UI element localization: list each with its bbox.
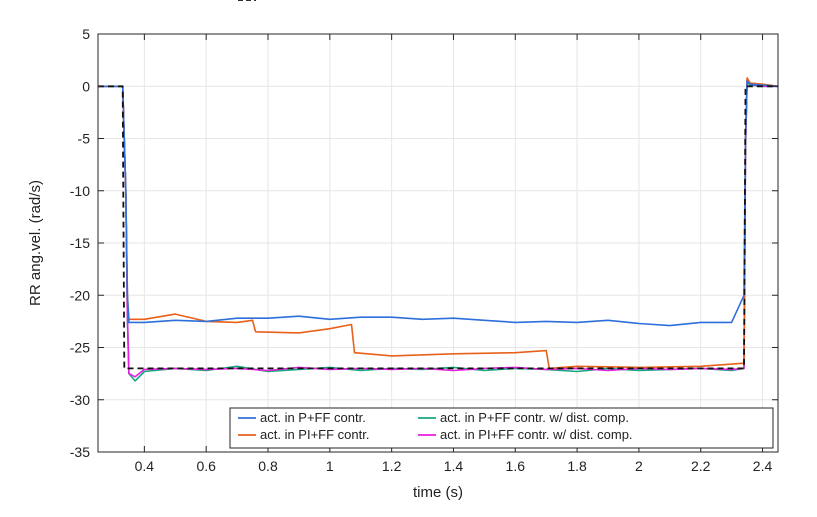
legend: act. in P+FF contr. act. in PI+FF contr. a… (229, 0, 774, 449)
x-tick-label: 1.4 (444, 458, 464, 474)
series-layer (98, 77, 779, 382)
x-tick-label: 1 (326, 458, 334, 474)
legend-label: act. in PI+FF contr. (260, 427, 369, 442)
x-tick-label: 1.6 (506, 458, 526, 474)
legend-label: act. in P+FF contr. (260, 410, 366, 425)
legend-label: act. in P+FF contr. w/ dist. comp. (440, 410, 629, 425)
y-axis-label: RR ang.vel. (rad/s) (27, 180, 44, 306)
x-axis-label: time (s) (413, 484, 463, 501)
x-tick-label: 2.4 (753, 458, 773, 474)
x-tick-label: 1.8 (567, 458, 587, 474)
x-tick-label: 2.2 (691, 458, 711, 474)
y-tick-label: -30 (70, 392, 90, 408)
y-tick-label: -35 (70, 444, 90, 460)
x-tick-label: 0.8 (258, 458, 278, 474)
y-tick-label: -25 (70, 340, 90, 356)
series-line-0 (98, 80, 779, 327)
legend-label: act. in PI+FF contr. w/ dist. comp. (440, 427, 633, 442)
x-tick-label: 0.4 (135, 458, 155, 474)
y-tick-label: -20 (70, 287, 90, 303)
x-tick-label: 0.6 (196, 458, 216, 474)
y-tick-label: 5 (82, 26, 90, 42)
y-tick-label: -5 (78, 131, 91, 147)
ticks: 0.4 0.6 0.8 1 1.2 1.4 1.6 1.8 2 2.2 2.4 5 0 -5 -10 -15 -… (70, 26, 778, 474)
x-tick-label: 2 (635, 458, 643, 474)
legend-box (229, 407, 774, 449)
series-line-4 (98, 85, 778, 370)
y-tick-label: 0 (82, 78, 90, 94)
y-tick-label: -15 (70, 235, 90, 251)
y-tick-label: -10 (70, 183, 90, 199)
legend-label: command (260, 0, 317, 3)
x-tick-label: 1.2 (382, 458, 402, 474)
